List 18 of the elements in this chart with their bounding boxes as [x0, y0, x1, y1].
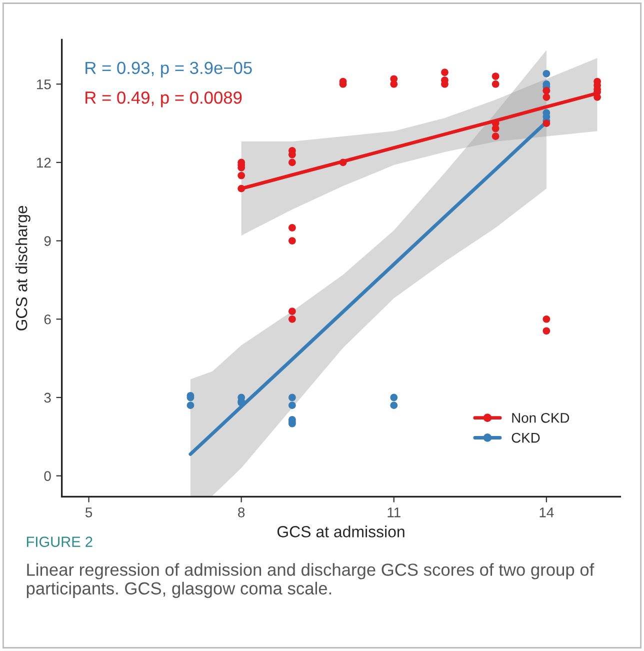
y-tick-label: 6: [44, 314, 51, 324]
x-tick-label: 8: [238, 507, 245, 518]
y-tick-label: 9: [44, 236, 51, 246]
y-tick-label: 15: [37, 80, 51, 90]
x-tick-label: 14: [540, 508, 554, 518]
y-tick-label: 0: [44, 471, 51, 481]
text: Linear regression of admission and discharge GCS scores of two group of participants. GCS, glasgow coma scale.: [26, 563, 594, 598]
legend-label: Non CKD: [512, 412, 570, 423]
annotation: R = 0.93, p = 3.9e−05: [86, 62, 252, 78]
y-tick-label: 12: [37, 158, 51, 168]
x-tick-label: 5: [85, 508, 92, 518]
annotation: R = 0.49, p = 0.0089: [86, 91, 242, 108]
legend-label: CKD: [512, 432, 540, 443]
x-axis-title: GCS at admission: [277, 526, 404, 538]
y-axis-title: GCS at discharge: [16, 206, 30, 330]
x-tick-label: 11: [388, 508, 400, 518]
caption: FIGURE 2: [26, 536, 92, 547]
y-tick-label: 3: [44, 392, 51, 403]
